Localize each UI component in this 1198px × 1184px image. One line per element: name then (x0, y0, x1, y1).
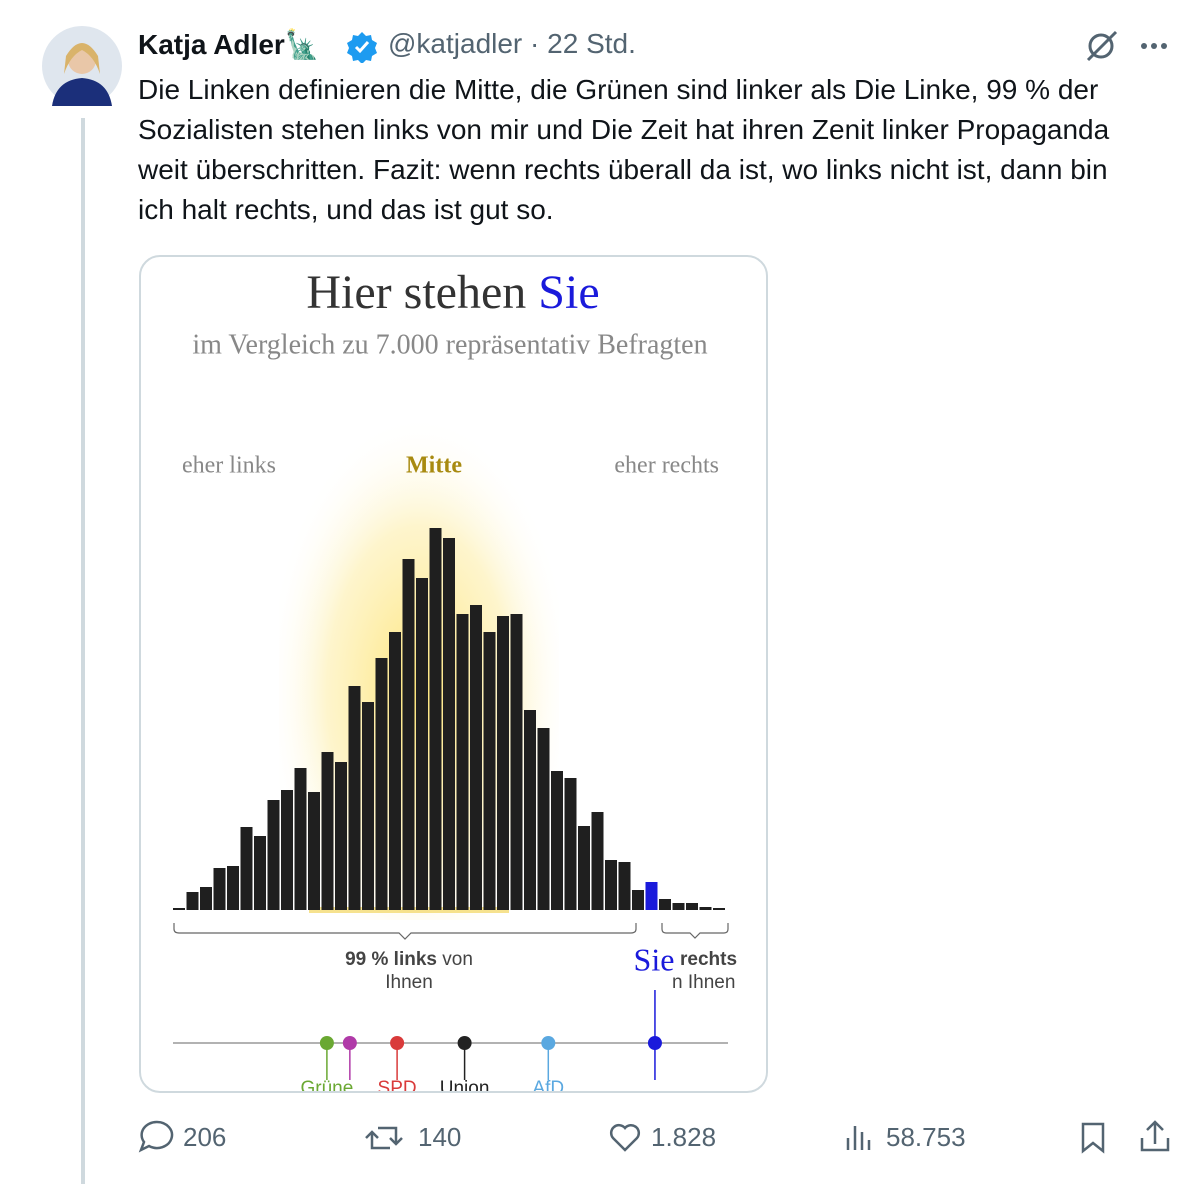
bar (416, 578, 428, 910)
chart-subtitle: im Vergleich zu 7.000 repräsentativ Befr… (192, 329, 707, 360)
author-name[interactable]: Katja Adler🗽 (138, 28, 320, 61)
bar (564, 778, 577, 910)
party-marker (342, 1036, 357, 1050)
zone-label: eher links (182, 453, 276, 479)
bar (227, 866, 239, 910)
reply-count[interactable]: 206 (183, 1122, 227, 1152)
reply-icon[interactable] (138, 1120, 174, 1153)
title-highlight: Sie (538, 266, 599, 319)
chart-title: Hier stehen Sie (306, 266, 599, 319)
handle: @katjadler · 22 Std. (388, 28, 636, 60)
verified-badge[interactable] (346, 31, 378, 63)
bar (605, 860, 617, 910)
time[interactable]: · 22 Std. (530, 28, 636, 59)
bar (524, 710, 536, 910)
avatar[interactable] (42, 26, 122, 106)
bar (672, 903, 685, 910)
left-share-bold: 99 % links (345, 949, 437, 970)
left-share-line2: Ihnen (385, 972, 433, 993)
party-marker (457, 1036, 472, 1050)
tweet-image[interactable]: Hier stehen Sie im Vergleich zu 7.000 re… (139, 255, 768, 1093)
zone-label: Mitte (406, 453, 462, 479)
right-brace (661, 923, 729, 939)
name[interactable]: Katja Adler (138, 29, 285, 60)
title-text: Hier stehen (306, 266, 526, 319)
bar (402, 559, 415, 910)
bar (213, 868, 226, 910)
left-share-text: von (442, 949, 473, 970)
bar (713, 908, 725, 910)
party-label: SPD (378, 1078, 417, 1093)
bar (659, 899, 671, 910)
bar (362, 702, 374, 910)
right-share-line2: n Ihnen (672, 972, 735, 993)
repost-icon[interactable] (365, 1126, 403, 1150)
bookmark-icon[interactable] (1081, 1122, 1105, 1154)
bar (483, 632, 496, 910)
emoji: 🗽 (284, 29, 320, 60)
bar (186, 892, 199, 910)
bar (443, 538, 455, 910)
bar (335, 762, 347, 910)
bar (348, 686, 361, 910)
left-brace (173, 923, 637, 940)
grok-button[interactable] (1086, 30, 1118, 62)
bar (429, 528, 442, 910)
bar (632, 890, 644, 910)
handle-text[interactable]: @katjadler (388, 28, 523, 59)
bar (618, 862, 631, 910)
bar (200, 887, 212, 910)
zone-label: eher rechts (614, 453, 719, 479)
bar (470, 605, 482, 910)
party-marker (647, 1036, 662, 1050)
left-share: 99 % links von (345, 949, 473, 970)
view-count[interactable]: 58.753 (886, 1122, 966, 1152)
bar (551, 771, 563, 910)
bar (173, 908, 185, 910)
party-label: Grüne (300, 1078, 353, 1093)
action-icons (138, 1120, 1170, 1154)
party-marker (390, 1036, 405, 1050)
bar (267, 800, 280, 910)
like-count[interactable]: 1.828 (651, 1122, 717, 1152)
bar (375, 658, 388, 910)
tweet-actions (1086, 30, 1167, 62)
bar (645, 882, 658, 910)
bar (389, 632, 401, 910)
tweet-text: Die Linken definieren die Mitte, die Grü… (138, 74, 1110, 225)
like-icon[interactable] (609, 1123, 641, 1152)
bar (456, 614, 469, 910)
party-label: Union (440, 1078, 490, 1093)
bar (281, 790, 293, 910)
bar (591, 812, 604, 910)
right-share-bold: rechts (680, 949, 737, 970)
bar (321, 752, 334, 910)
bar (308, 792, 320, 910)
more-button[interactable] (1141, 43, 1167, 49)
bar (699, 907, 712, 910)
bar (497, 616, 509, 910)
bar (537, 728, 550, 910)
bar (294, 768, 307, 910)
bar (510, 614, 523, 910)
bar (578, 826, 590, 910)
bar (254, 836, 266, 910)
thread-line (81, 118, 85, 1184)
repost-count[interactable]: 140 (418, 1122, 462, 1152)
party-label: AfD (532, 1078, 564, 1093)
bar (240, 827, 253, 910)
you-label: Sie (634, 941, 675, 977)
party-marker (541, 1036, 556, 1050)
party-marker (319, 1036, 334, 1050)
views-icon[interactable] (846, 1126, 871, 1150)
bar (686, 903, 698, 910)
share-icon[interactable] (1140, 1120, 1170, 1152)
